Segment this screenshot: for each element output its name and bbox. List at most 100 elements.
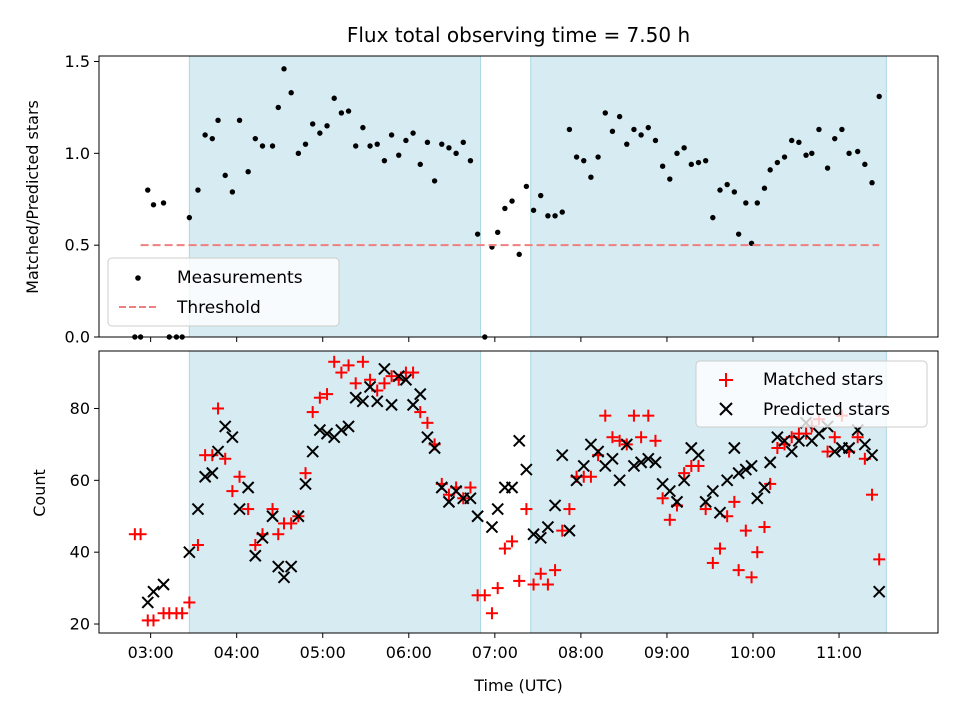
matched-stars-point <box>364 373 377 386</box>
measurement-point <box>324 123 330 129</box>
measurement-point <box>269 143 276 149</box>
legend-label-threshold: Threshold <box>176 298 261 318</box>
predicted-stars-point <box>865 448 879 462</box>
measurement-point <box>145 187 151 193</box>
measurement-point <box>876 93 882 100</box>
measurement-point <box>754 200 760 206</box>
measurement-point <box>302 141 309 147</box>
predicted-stars-point <box>872 585 886 598</box>
measurement-point <box>202 132 208 138</box>
predicted-stars-point <box>570 474 583 487</box>
measurement-point <box>495 229 501 236</box>
predicted-stars-point <box>399 373 413 386</box>
predicted-stars-point <box>513 434 526 448</box>
matched-stars-point <box>313 391 326 404</box>
matched-stars-point <box>421 416 434 429</box>
chart-title: Flux total observing time = 7.50 h <box>347 23 690 47</box>
matched-stars-point <box>485 607 498 620</box>
x-tick-label: 04:00 <box>214 643 260 662</box>
x-tick-label: 05:00 <box>300 643 346 662</box>
measurement-point <box>388 132 395 138</box>
predicted-stars-point <box>663 484 677 498</box>
measurement-point <box>295 150 302 157</box>
x-tick-label: 09:00 <box>644 643 690 662</box>
matched-stars-point <box>506 535 519 548</box>
matched-stars-point <box>642 409 655 422</box>
measurement-point <box>839 126 845 133</box>
y-tick-label: 1.0 <box>65 144 90 163</box>
measurement-point <box>467 157 474 164</box>
predicted-stars-point <box>613 474 626 487</box>
x-tick-label: 11:00 <box>816 643 862 662</box>
measurement-point <box>645 124 651 131</box>
matched-stars-point <box>520 503 533 516</box>
plot-frame <box>98 55 939 338</box>
y-tick-label: 60 <box>70 471 90 490</box>
predicted-stars-point <box>292 510 305 523</box>
measurement-point <box>809 150 815 157</box>
predicted-stars-point <box>313 423 327 437</box>
y-tick-label: 40 <box>70 543 90 562</box>
matched-stars-point <box>663 513 676 526</box>
measurement-point <box>309 121 316 127</box>
predicted-stars-point <box>157 578 170 591</box>
predicted-stars-point <box>548 499 562 512</box>
matched-stars-point <box>233 470 246 483</box>
predicted-stars-point <box>745 459 758 473</box>
matched-stars-point <box>627 409 640 422</box>
matched-stars-point <box>498 542 511 555</box>
measurement-point <box>396 152 402 158</box>
predicted-stars-point <box>198 470 212 483</box>
predicted-stars-point <box>211 445 225 458</box>
measurement-point <box>523 183 530 190</box>
measurement-point <box>252 135 259 142</box>
predicted-stars-point <box>606 452 619 465</box>
predicted-stars-point <box>556 448 569 462</box>
predicted-stars-point <box>356 395 370 408</box>
measurement-point <box>150 202 157 208</box>
measurement-point <box>222 172 228 179</box>
matched-stars-point <box>706 556 719 569</box>
measurement-point <box>195 187 201 193</box>
measurement-point <box>331 95 337 101</box>
measurement-point <box>652 137 659 144</box>
predicted-stars-point <box>541 520 555 534</box>
measurement-point <box>735 231 742 237</box>
measurement-point <box>215 117 221 123</box>
matched-stars-point <box>414 406 427 419</box>
measurement-point <box>695 159 702 166</box>
measurement-point <box>767 167 773 173</box>
matched-stars-point <box>219 452 232 465</box>
measurement-point <box>353 143 359 149</box>
matched-stars-point <box>758 521 771 534</box>
measurement-point <box>774 159 781 166</box>
measurement-point <box>417 161 423 168</box>
predicted-stars-point <box>385 398 398 412</box>
predicted-stars-point <box>713 506 727 519</box>
ratio-panel: 0.0 0.5 1.0 1.5 <box>65 52 939 347</box>
matched-stars-point <box>464 481 477 494</box>
matched-stars-point <box>692 459 705 472</box>
predicted-stars-point <box>785 445 798 458</box>
measurement-point <box>781 154 788 160</box>
matched-stars-point <box>699 503 712 516</box>
matched-stars-point <box>306 406 319 419</box>
matched-stars-point <box>147 614 160 627</box>
measurement-point <box>317 130 323 136</box>
predicted-stars-point <box>577 459 590 473</box>
measurement-point <box>160 200 167 206</box>
predicted-stars-point <box>505 481 519 494</box>
matched-stars-point <box>407 366 420 379</box>
predicted-stars-point <box>249 549 262 562</box>
matched-stars-point <box>656 492 669 505</box>
measurement-point <box>588 174 594 180</box>
predicted-stars-point <box>778 434 791 448</box>
matched-stars-point <box>606 431 619 444</box>
measurement-point <box>862 161 868 168</box>
matched-stars-point <box>764 477 777 490</box>
predicted-stars-point <box>771 431 784 444</box>
x-tick-label: 10:00 <box>730 643 776 662</box>
measurement-point <box>360 124 366 131</box>
predicted-stars-point <box>739 463 753 476</box>
measurement-point <box>229 189 236 195</box>
